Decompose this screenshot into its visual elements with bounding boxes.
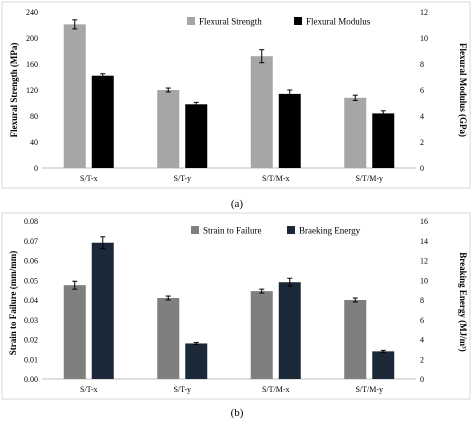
panel-b-ylabel: Strain to Failure (mm/mm) [8, 251, 18, 356]
legend-label-flexural-strength: Flexural Strength [199, 17, 262, 27]
panel-b-ytick-left: 0.01 [24, 355, 38, 364]
panel-b-xtick-label: S/T/M-y [355, 385, 383, 394]
panel-b-xtick-label: S/T-y [174, 385, 192, 394]
panel-b-legend: Strain to Failure Braeking Energy [191, 226, 361, 236]
panel-b-bar-strain-to-failure [157, 298, 180, 379]
panel-b-xtick-label: S/T/M-x [262, 385, 290, 394]
panel-a-ytick-right: 10 [420, 34, 428, 43]
legend-swatch-braeking-energy [287, 226, 295, 234]
chart-panel-a: Flexural Strength (MPa) Flexural Modulus… [1, 1, 471, 189]
panel-a-border [1, 1, 471, 189]
panel-b-bar-strain-to-failure [344, 300, 367, 379]
panel-b-y2label: Breaking Energy (MJ/m³) [458, 252, 468, 352]
panel-b-ytick-left: 0.03 [24, 316, 38, 325]
panel-a-xtick-label: S/T-x [80, 174, 98, 183]
panel-a-ytick-right: 12 [420, 8, 428, 17]
panel-a-ytick-left: 0 [34, 164, 38, 173]
panel-a-ytick-left: 200 [26, 34, 38, 43]
panel-b-bar-braeking-energy [278, 282, 301, 379]
panel-a-bar-flexural-strength [157, 90, 180, 168]
panel-a-legend: Flexural Strength Flexural Modulus [187, 17, 371, 27]
panel-a-y2label: Flexural Modulus (GPa) [458, 43, 468, 137]
panel-b-ytick-right: 4 [420, 336, 424, 345]
panel-b-ytick-left: 0.02 [24, 336, 38, 345]
panel-a-caption: (a) [231, 198, 244, 210]
panel-b-ytick-left: 0.00 [24, 375, 38, 384]
panel-a-bar-flexural-modulus [278, 93, 301, 168]
panel-b-bar-braeking-energy [91, 242, 114, 379]
panel-b-ytick-right: 12 [420, 257, 428, 266]
legend-label-strain-to-failure: Strain to Failure [203, 226, 262, 236]
panel-a-ytick-left: 160 [26, 60, 38, 69]
panel-b-bar-strain-to-failure [63, 285, 86, 379]
panel-b-xtick-label: S/T-x [80, 385, 98, 394]
panel-b-border [1, 212, 471, 400]
panel-a-ytick-right: 4 [420, 112, 424, 121]
panel-a-ytick-right: 2 [420, 138, 424, 147]
legend-swatch-strain-to-failure [191, 226, 199, 234]
panel-a-ytick-right: 6 [420, 86, 424, 95]
panel-b-ytick-left: 0.05 [24, 276, 38, 285]
panel-a-bar-flexural-modulus [372, 113, 395, 168]
panel-b-ytick-right: 2 [420, 355, 424, 364]
panel-a-bar-flexural-modulus [91, 75, 114, 168]
panel-a-xtick-label: S/T/M-y [355, 174, 383, 183]
panel-a-bar-flexural-strength [63, 24, 86, 168]
panel-b-ytick-left: 0.07 [24, 237, 38, 246]
panel-b-ytick-right: 6 [420, 316, 424, 325]
legend-label-braeking-energy: Braeking Energy [299, 226, 361, 236]
panel-b-ytick-left: 0.06 [24, 257, 38, 266]
panel-b-ytick-right: 10 [420, 276, 428, 285]
panel-b-ytick-left: 0.08 [24, 217, 38, 226]
panel-a-ytick-right: 8 [420, 60, 424, 69]
legend-swatch-flexural-strength [187, 17, 195, 25]
panel-a-xtick-label: S/T/M-x [262, 174, 290, 183]
panel-a-xtick-label: S/T-y [174, 174, 192, 183]
panel-b-caption: (b) [231, 407, 244, 419]
legend-label-flexural-modulus: Flexural Modulus [306, 17, 371, 27]
panel-b-ytick-right: 8 [420, 296, 424, 305]
panel-a-ytick-left: 80 [30, 112, 38, 121]
panel-b-bar-braeking-energy [185, 343, 208, 379]
panel-a-bar-flexural-strength [344, 97, 367, 168]
panel-b-bar-strain-to-failure [250, 291, 273, 379]
panel-b-ytick-right: 16 [420, 217, 428, 226]
panel-a-ytick-left: 120 [26, 86, 38, 95]
panel-b-bar-braeking-energy [372, 351, 395, 379]
panel-a-ylabel: Flexural Strength (MPa) [9, 43, 19, 138]
panel-b-ytick-right: 14 [420, 237, 428, 246]
panel-b-ytick-right: 0 [420, 375, 424, 384]
panel-b-ytick-left: 0.04 [24, 296, 38, 305]
panel-a-bar-flexural-modulus [185, 104, 208, 168]
legend-swatch-flexural-modulus [294, 17, 302, 25]
panel-a-ytick-left: 40 [30, 138, 38, 147]
panel-a-ytick-left: 240 [26, 8, 38, 17]
chart-panel-b: Strain to Failure (mm/mm) Breaking Energ… [1, 212, 471, 400]
panel-a-ytick-right: 0 [420, 164, 424, 173]
panel-a-bar-flexural-strength [250, 56, 273, 169]
